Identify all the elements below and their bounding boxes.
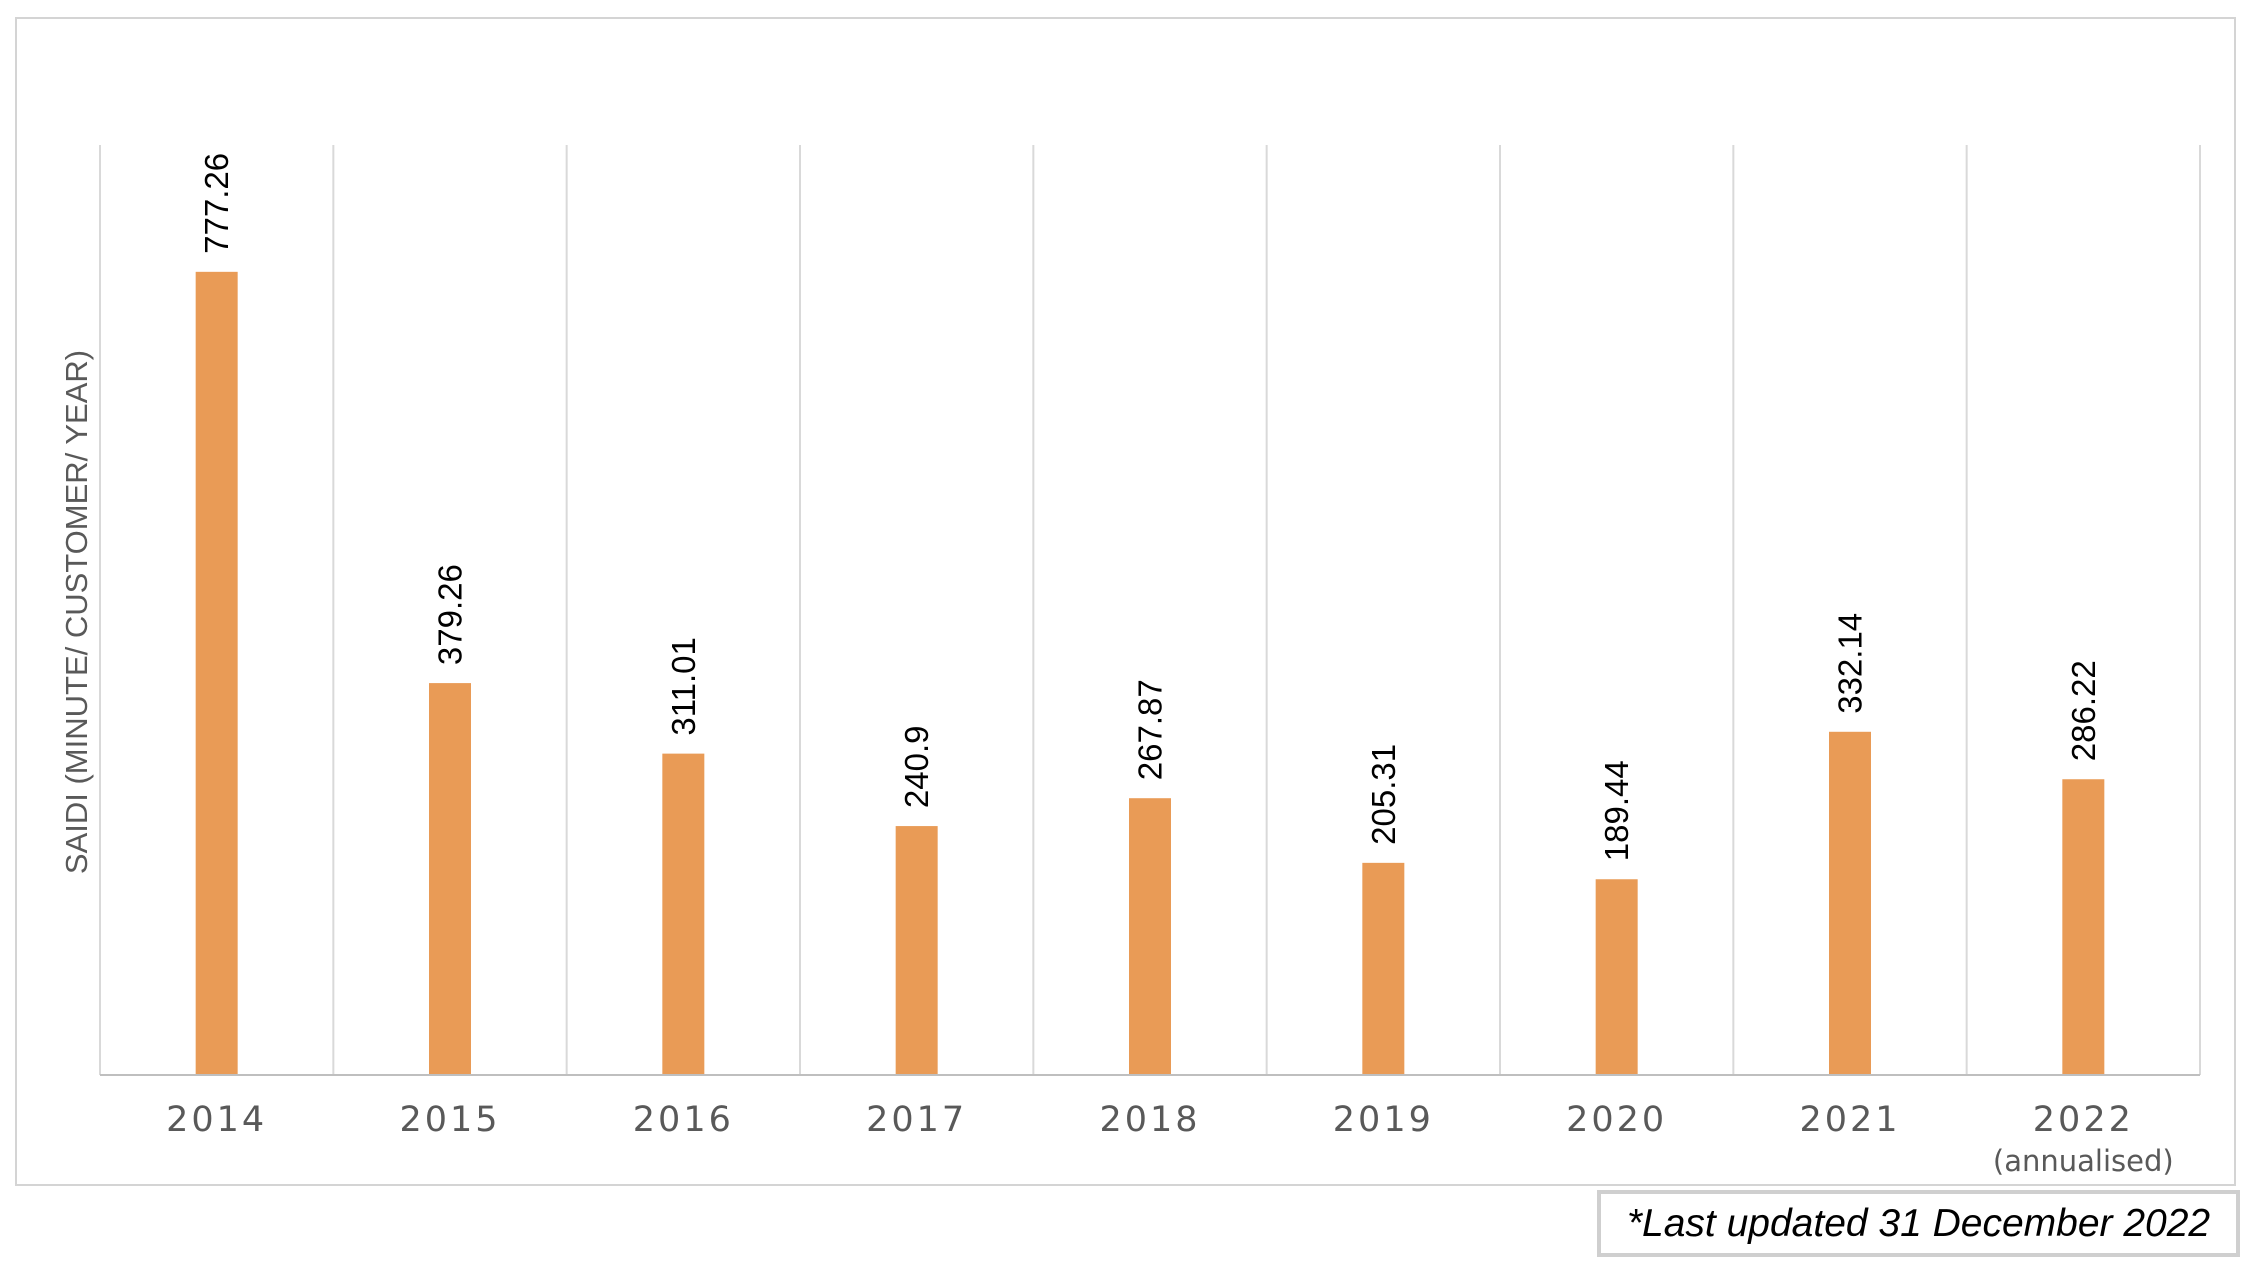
data-label-2021: 332.14	[1832, 613, 1869, 714]
last-updated-note: *Last updated 31 December 2022	[1597, 1190, 2240, 1257]
data-label-2020: 189.44	[1598, 760, 1635, 861]
bar-2020	[1595, 879, 1638, 1075]
bar-2021	[1829, 731, 1871, 1075]
x-tick-sublabel-2022: (annualised)	[1993, 1144, 2174, 1178]
x-tick-2021: 2021	[1799, 1100, 1900, 1140]
gridlines	[99, 145, 2201, 1075]
data-label-2014: 777.26	[198, 153, 235, 254]
x-tick-2016: 2016	[633, 1100, 734, 1140]
bar-2017	[895, 826, 938, 1075]
x-tick-2018: 2018	[1099, 1100, 1200, 1140]
data-label-2016: 311.01	[665, 637, 702, 735]
x-tick-labels: 2014 2015 2016 2017 2018 2019 2020 2021 2022 (ann…	[166, 1100, 2174, 1178]
x-tick-2022: 2022	[2033, 1100, 2134, 1140]
data-label-2018: 267.87	[1132, 679, 1169, 780]
data-label-2019: 205.31	[1365, 744, 1402, 845]
bar-2015	[429, 683, 471, 1075]
x-tick-2020: 2020	[1566, 1100, 1667, 1140]
bar-2022	[2062, 779, 2105, 1075]
x-tick-2014: 2014	[166, 1100, 267, 1140]
last-updated-text: *Last updated 31 December 2022	[1626, 1201, 2211, 1245]
bar-2014	[195, 271, 238, 1076]
x-tick-2015: 2015	[399, 1100, 500, 1140]
x-tick-2017: 2017	[866, 1100, 967, 1140]
data-label-2017: 240.9	[898, 725, 935, 808]
bar-2019	[1362, 862, 1405, 1075]
data-labels: 777.26 379.26 311.01 240.9 267.87 205.31 189.4…	[198, 153, 2102, 861]
x-tick-2019: 2019	[1333, 1100, 1434, 1140]
y-axis-label: SAIDI (MINUTE/ CUSTOMER/ YEAR)	[59, 350, 94, 874]
data-label-2015: 379.26	[432, 564, 469, 665]
bar-2016	[662, 753, 705, 1075]
bars	[195, 271, 2105, 1076]
bar-2018	[1129, 798, 1171, 1075]
data-label-2022: 286.22	[2065, 660, 2102, 761]
